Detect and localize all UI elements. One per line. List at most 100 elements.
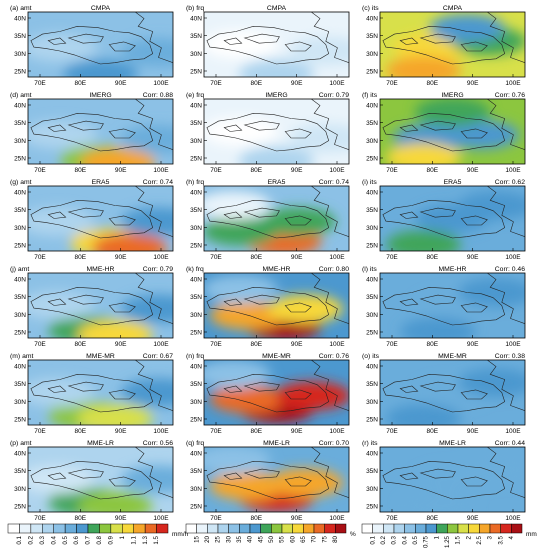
plateau-contour: [30, 460, 154, 500]
colorbar-swatch: [479, 523, 491, 534]
terrain-contour: [399, 211, 419, 219]
panel-title: MME-LR: [87, 440, 114, 447]
field-blob: [400, 317, 476, 338]
y-tick-label: 30N: [190, 51, 202, 58]
plateau-contour: [206, 373, 330, 413]
x-tick-label: 90E: [115, 254, 127, 261]
terrain-contour: [108, 128, 136, 139]
colorbar-swatch: [110, 523, 123, 534]
field-blob: [204, 274, 278, 304]
colorbar-swatch: [7, 523, 20, 534]
x-tick-label: 90E: [291, 428, 303, 435]
colorbar: 15 20 25 30 35 40 45 50 55 60 65 70 75 80%: [185, 523, 356, 543]
colorbar-tick-label: 1.5: [153, 535, 160, 544]
x-tick-label: 90E: [115, 167, 127, 174]
panel-frame: [27, 11, 174, 78]
field-layer: [28, 186, 173, 251]
colorbar-tick-label: 1: [433, 535, 440, 539]
x-tick-label: 70E: [34, 341, 46, 348]
colorbar-swatch: [303, 523, 315, 534]
y-tick-label: 35N: [14, 294, 26, 301]
x-tick-label: 80E: [251, 515, 263, 522]
x-tick-label: 100E: [329, 515, 345, 522]
panel-frame: [27, 98, 174, 165]
panel-frame: [379, 446, 526, 513]
field-blob: [267, 294, 344, 324]
field-layer: [28, 12, 173, 77]
field-blob: [458, 278, 525, 307]
y-tick-label: 25N: [366, 330, 378, 337]
panel-label: (l) its: [362, 266, 377, 273]
panel-frame: [203, 98, 350, 165]
x-tick-label: 70E: [210, 515, 222, 522]
panel-frame: [27, 446, 174, 513]
field-blob: [260, 207, 336, 237]
colorbar-tick-label: 80: [332, 535, 339, 542]
panel-title: MME-LR: [439, 440, 466, 447]
x-tick-label: 100E: [505, 428, 521, 435]
colorbar-tick-label: 25: [215, 535, 222, 542]
plateau-contour: [30, 25, 154, 65]
panel-frame: [27, 185, 174, 252]
field-blob: [80, 148, 156, 164]
field-blob: [120, 207, 173, 237]
colorbar-swatch: [393, 523, 405, 534]
colorbar-tick-label: 35: [236, 535, 243, 542]
field-blob: [91, 233, 168, 251]
field-blob: [443, 120, 520, 150]
field-blob: [28, 291, 95, 320]
coastline: [311, 273, 349, 324]
terrain-contour: [284, 389, 312, 400]
coastline: [487, 447, 525, 498]
panel-title: ERA5: [444, 179, 462, 186]
terrain-contour: [223, 211, 243, 219]
panel-title: ERA5: [268, 179, 286, 186]
x-tick-label: 100E: [329, 80, 345, 87]
panel-frame: [379, 272, 526, 339]
x-tick-label: 100E: [329, 428, 345, 435]
colorbar-swatch: [217, 523, 229, 534]
map-panel: 40N 35N 30N 25N 70E 80E 90E 100E (h) frq ERA5 Corr…: [186, 179, 350, 261]
terrain-contour: [67, 33, 104, 44]
plateau-contour: [206, 25, 330, 65]
terrain-contour: [47, 211, 67, 219]
terrain-contour: [284, 476, 312, 487]
colorbar-swatch: [335, 523, 347, 534]
y-tick-label: 25N: [190, 330, 202, 337]
y-tick-label: 30N: [190, 486, 202, 493]
panel-label: (c) its: [362, 5, 379, 12]
field-blob: [28, 465, 95, 494]
x-tick-label: 80E: [251, 254, 263, 261]
colorbar-swatch: [489, 523, 501, 534]
map-panel: 40N 35N 30N 25N 70E 80E 90E 100E (g) amt ERA5 Corr…: [10, 179, 174, 261]
colorbar-tick-label: 2: [465, 535, 472, 539]
terrain-contour: [460, 476, 488, 487]
panel-label: (m) amt: [10, 353, 34, 360]
panel-title: IMERG: [441, 92, 463, 99]
panel-corr: Corr: 0.70: [319, 440, 349, 447]
panel-frame: [203, 446, 350, 513]
field-blob: [400, 491, 476, 512]
x-tick-label: 80E: [427, 515, 439, 522]
y-tick-label: 30N: [366, 138, 378, 145]
terrain-contour: [223, 37, 243, 45]
x-tick-label: 70E: [34, 428, 46, 435]
panel-corr: Corr: 0.46: [495, 266, 525, 273]
panel-corr: Corr: 0.74: [143, 179, 173, 186]
panel-label: (a) amt: [10, 5, 32, 12]
panel-label: (d) amt: [10, 92, 32, 99]
field-blob: [289, 123, 349, 153]
colorbar-swatch: [30, 523, 43, 534]
terrain-contour: [47, 385, 67, 393]
field-blob: [62, 59, 139, 77]
field-blob: [414, 99, 491, 127]
x-tick-label: 90E: [467, 80, 479, 87]
field-blob: [204, 30, 278, 59]
colorbar-tick-label: 4: [508, 535, 515, 539]
field-layer: [204, 360, 349, 425]
colorbar-tick-label: 1.5: [455, 535, 462, 544]
field-layer: [380, 273, 525, 338]
colorbar-swatch: [425, 523, 437, 534]
colorbar-swatch: [324, 523, 336, 534]
